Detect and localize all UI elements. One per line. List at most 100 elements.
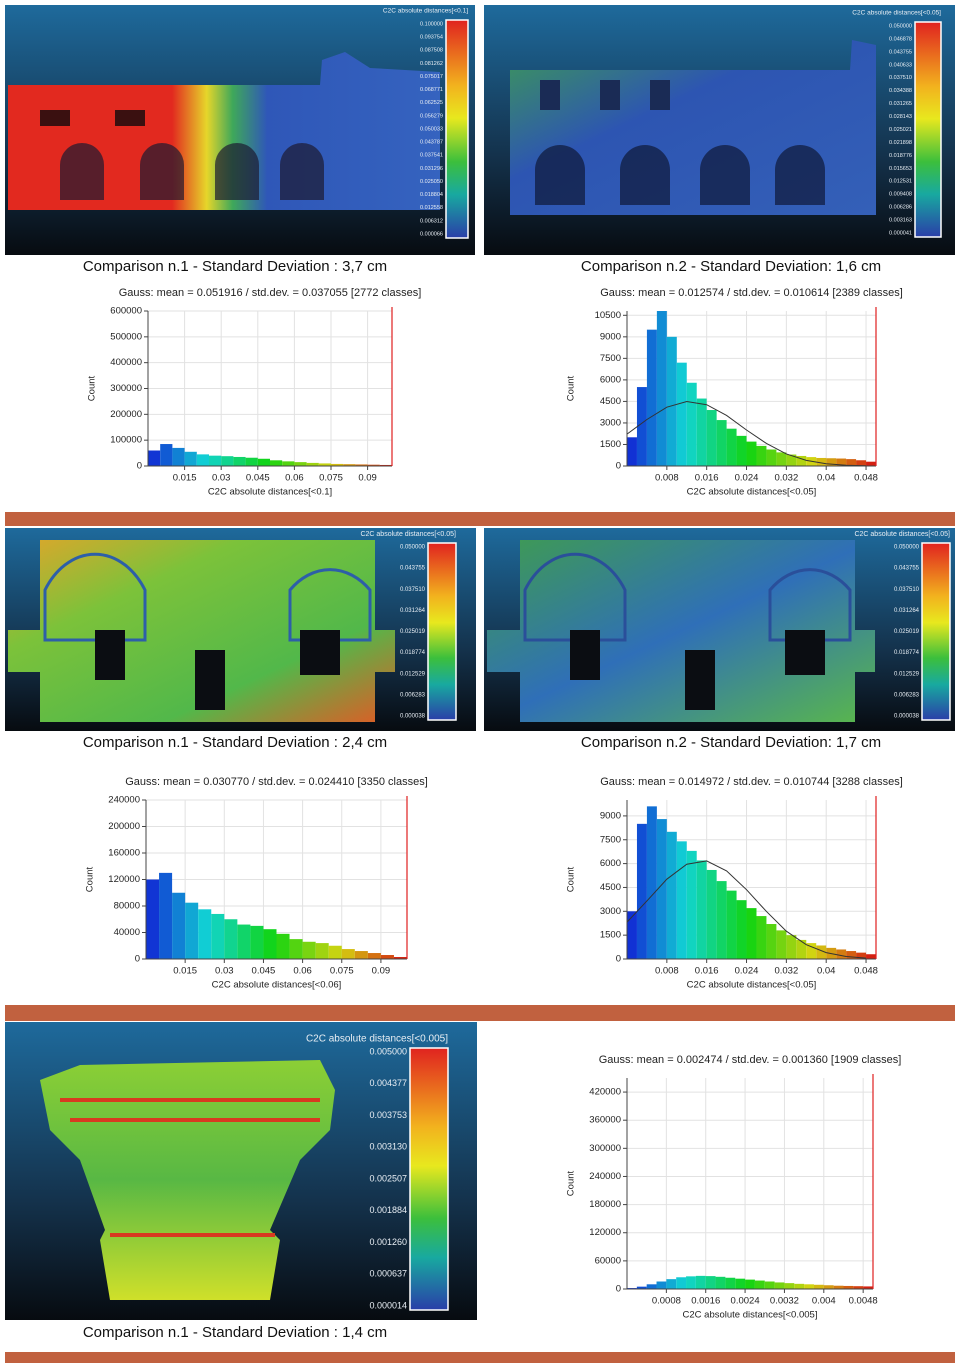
histogram-bar bbox=[866, 954, 876, 959]
colorbar-label: 0.021898 bbox=[889, 140, 912, 146]
y-tick-label: 3000 bbox=[600, 906, 621, 917]
y-tick-label: 200000 bbox=[108, 821, 140, 832]
histogram-bar bbox=[257, 458, 270, 466]
histogram-bar bbox=[636, 1286, 647, 1289]
y-tick-label: 500000 bbox=[110, 331, 142, 342]
colorbar-label: 0.006283 bbox=[894, 692, 920, 698]
y-tick-label: 1500 bbox=[600, 439, 621, 450]
y-tick-label: 300000 bbox=[110, 383, 142, 394]
histogram-bar bbox=[328, 945, 342, 959]
histogram-bar bbox=[856, 952, 867, 959]
scan-image bbox=[5, 1022, 477, 1320]
separator bbox=[5, 512, 955, 526]
colorbar-label: 0.009408 bbox=[889, 192, 912, 198]
histogram-bar bbox=[836, 949, 847, 959]
histogram-bar bbox=[806, 943, 817, 959]
colorbar-label: 0.000066 bbox=[420, 231, 443, 237]
colorbar-title: C2C absolute distances[<0.05] bbox=[854, 531, 950, 538]
x-tick-label: 0.016 bbox=[695, 473, 719, 484]
histogram-bar bbox=[380, 955, 394, 959]
histogram-bar bbox=[379, 464, 392, 466]
histogram-bar bbox=[813, 1284, 824, 1289]
chart-title: Gauss: mean = 0.002474 / std.dev. = 0.00… bbox=[599, 1054, 902, 1066]
x-axis-label: C2C absolute distances[<0.05] bbox=[687, 487, 817, 498]
x-axis-label: C2C absolute distances[<0.005] bbox=[683, 1310, 818, 1321]
y-tick-label: 240000 bbox=[108, 795, 140, 806]
histogram-bar bbox=[666, 831, 677, 959]
colorbar-label: 0.043787 bbox=[420, 140, 443, 146]
histogram-bar bbox=[794, 1283, 805, 1289]
histogram-bar bbox=[318, 463, 331, 466]
x-tick-label: 0.024 bbox=[735, 966, 759, 977]
colorbar-label: 0.000038 bbox=[400, 714, 426, 720]
y-tick-label: 160000 bbox=[108, 848, 140, 859]
histogram-bar bbox=[726, 890, 737, 959]
x-tick-label: 0.09 bbox=[372, 966, 391, 977]
y-tick-label: 0 bbox=[135, 954, 140, 965]
colorbar-label: 0.000038 bbox=[894, 714, 920, 720]
colorbar bbox=[427, 542, 457, 721]
histogram-bar bbox=[676, 362, 687, 466]
y-tick-label: 0 bbox=[616, 954, 621, 965]
histogram-bar bbox=[786, 935, 797, 959]
x-tick-label: 0.045 bbox=[252, 966, 276, 977]
histogram-bar bbox=[735, 1278, 746, 1289]
x-tick-label: 0.015 bbox=[173, 966, 197, 977]
histogram-bar bbox=[209, 455, 222, 466]
histogram-bar bbox=[367, 953, 381, 959]
y-tick-label: 0 bbox=[616, 1284, 621, 1295]
colorbar-label: 0.006283 bbox=[400, 692, 426, 698]
y-tick-label: 1500 bbox=[600, 930, 621, 941]
histogram-bar bbox=[863, 1286, 873, 1289]
x-axis-label: C2C absolute distances[<0.05] bbox=[687, 980, 817, 991]
colorbar-title: C2C absolute distances[<0.005] bbox=[306, 1034, 448, 1045]
histogram-bar bbox=[736, 435, 747, 466]
x-tick-label: 0.04 bbox=[817, 966, 836, 977]
colorbar-label: 0.037510 bbox=[889, 75, 912, 81]
histogram-bar bbox=[833, 1285, 844, 1289]
colorbar-label: 0.002507 bbox=[369, 1173, 407, 1183]
histogram-bar bbox=[676, 841, 687, 959]
histogram-bar bbox=[294, 462, 307, 466]
histogram-bar bbox=[367, 464, 380, 466]
histogram-bar bbox=[276, 933, 290, 959]
x-tick-label: 0.048 bbox=[854, 473, 878, 484]
histogram-bar bbox=[355, 464, 368, 466]
x-tick-label: 0.015 bbox=[173, 473, 197, 484]
y-tick-label: 180000 bbox=[589, 1199, 621, 1210]
y-tick-label: 3000 bbox=[600, 417, 621, 428]
colorbar-label: 0.006312 bbox=[420, 218, 443, 224]
y-tick-label: 9000 bbox=[600, 331, 621, 342]
scan-image bbox=[5, 5, 475, 255]
histogram-bar bbox=[725, 1277, 736, 1289]
histogram-bar bbox=[282, 461, 295, 466]
x-tick-label: 0.004 bbox=[812, 1296, 836, 1307]
histogram-bar bbox=[656, 819, 667, 959]
histogram-bar bbox=[656, 1281, 667, 1289]
y-tick-label: 420000 bbox=[589, 1087, 621, 1098]
x-tick-label: 0.0016 bbox=[691, 1296, 720, 1307]
colorbar-label: 0.000014 bbox=[369, 1300, 407, 1310]
y-tick-label: 120000 bbox=[108, 874, 140, 885]
y-tick-label: 120000 bbox=[589, 1227, 621, 1238]
scan-image bbox=[5, 528, 476, 731]
chart-title: Gauss: mean = 0.030770 / std.dev. = 0.02… bbox=[125, 776, 428, 788]
histogram-bar bbox=[766, 924, 777, 959]
histogram-bar bbox=[715, 1276, 726, 1289]
colorbar bbox=[921, 542, 951, 721]
histogram-bar bbox=[705, 1276, 716, 1289]
x-axis-label: C2C absolute distances[<0.1] bbox=[208, 487, 332, 498]
y-tick-label: 4500 bbox=[600, 882, 621, 893]
y-tick-label: 10500 bbox=[595, 310, 621, 321]
y-tick-label: 4500 bbox=[600, 396, 621, 407]
colorbar-label: 0.056279 bbox=[420, 113, 443, 119]
histogram-bar bbox=[786, 454, 797, 466]
histogram-bar bbox=[836, 458, 847, 466]
histogram-bar bbox=[646, 806, 657, 959]
y-tick-label: 300000 bbox=[589, 1143, 621, 1154]
colorbar-label: 0.093754 bbox=[420, 35, 443, 41]
histogram-bar bbox=[196, 454, 209, 466]
histogram-bar bbox=[224, 919, 238, 959]
colorbar-label: 0.003753 bbox=[369, 1110, 407, 1120]
histogram-bar bbox=[686, 1276, 696, 1289]
